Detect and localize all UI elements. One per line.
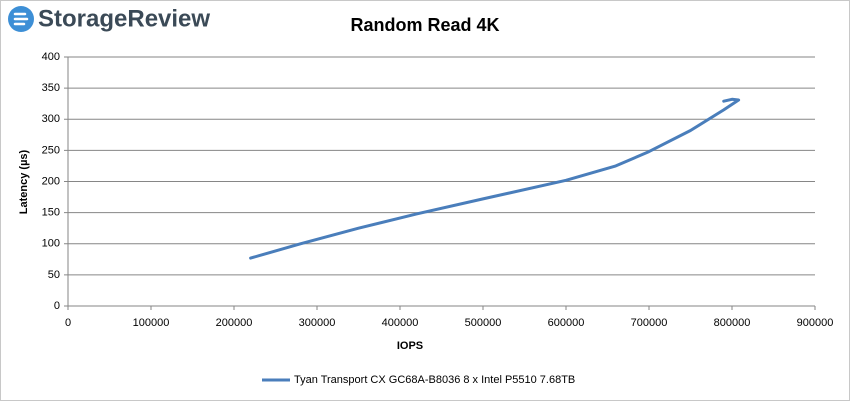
x-axis-label: IOPS [397, 340, 423, 352]
x-tick-label: 900000 [797, 317, 834, 329]
logo-icon [8, 6, 34, 32]
x-tick-label: 800000 [714, 317, 751, 329]
y-tick-label: 50 [48, 269, 60, 281]
x-tick-label: 600000 [548, 317, 585, 329]
logo: StorageReview [38, 5, 210, 32]
y-tick-label: 100 [42, 238, 60, 250]
x-tick-label: 0 [65, 317, 71, 329]
x-tick-label: 100000 [133, 317, 170, 329]
y-tick-label: 300 [42, 113, 60, 125]
y-axis-label: Latency (µs) [18, 149, 30, 214]
y-tick-label: 250 [42, 144, 60, 156]
chart-title: Random Read 4K [350, 15, 499, 35]
x-tick-label: 500000 [465, 317, 502, 329]
y-tick-label: 200 [42, 175, 60, 187]
x-tick-label: 700000 [631, 317, 668, 329]
y-tick-label: 150 [42, 207, 60, 219]
x-tick-label: 300000 [299, 317, 336, 329]
y-tick-label: 400 [42, 51, 60, 63]
y-tick-label: 0 [54, 300, 60, 312]
y-tick-label: 350 [42, 82, 60, 94]
series-line [249, 97, 741, 260]
x-tick-label: 400000 [382, 317, 419, 329]
x-tick-label: 200000 [216, 317, 253, 329]
legend-label: Tyan Transport CX GC68A-B8036 8 x Intel … [294, 374, 575, 386]
